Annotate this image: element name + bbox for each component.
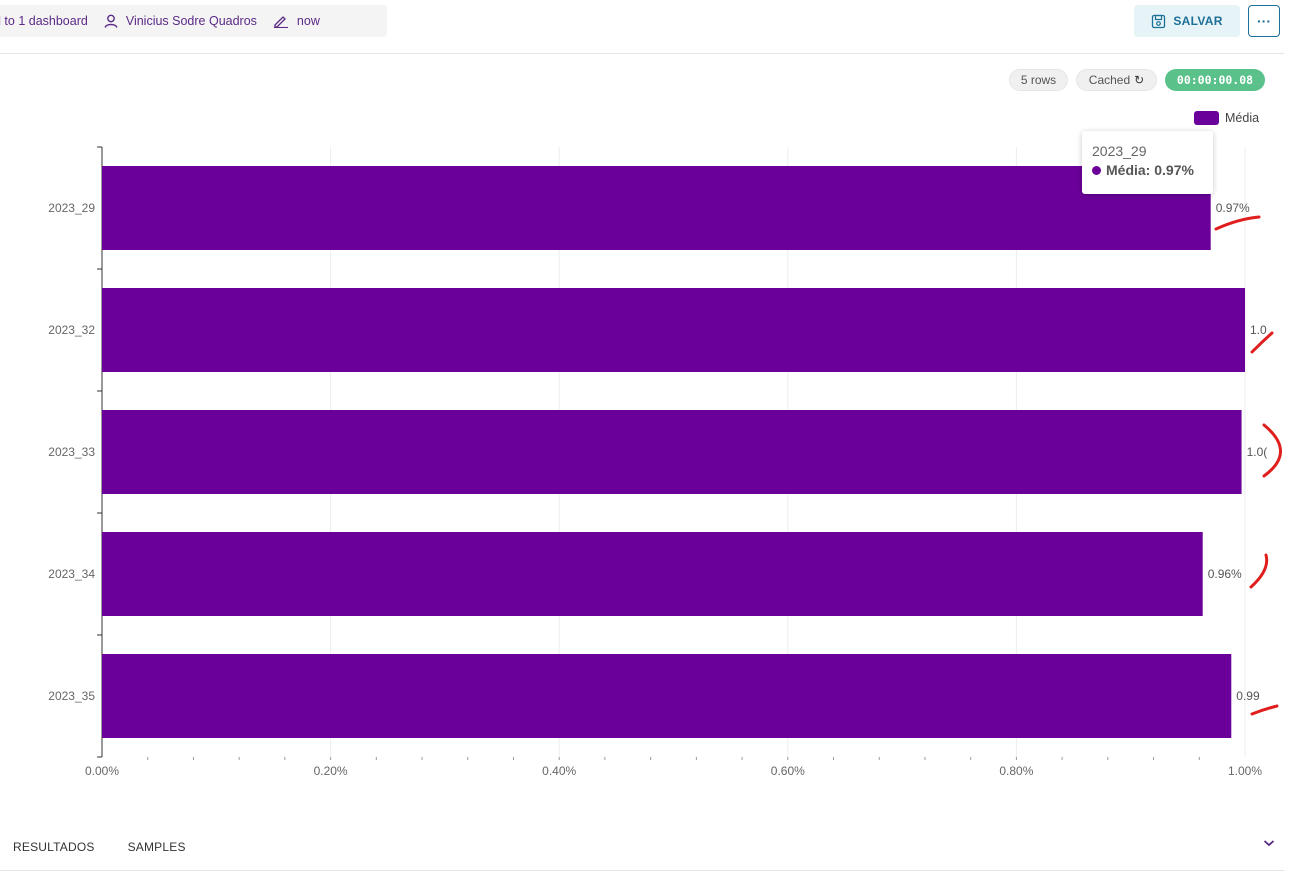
data-label: 0.97% — [1216, 201, 1250, 215]
x-tick-label: 0.60% — [771, 764, 805, 778]
refresh-icon[interactable]: ↻ — [1134, 73, 1145, 87]
annotation-mark — [1262, 423, 1282, 478]
y-tick-label: 2023_29 — [48, 201, 95, 215]
x-tick-label: 0.80% — [999, 764, 1033, 778]
owner-name: Vinicius Sodre Quadros — [125, 14, 257, 28]
tooltip-series-dot — [1092, 165, 1101, 175]
annotation-mark — [1249, 553, 1269, 589]
row-count-badge: 5 rows — [1009, 69, 1068, 91]
tooltip-row: Média: 0.97% — [1092, 162, 1213, 178]
data-label: 1.0( — [1247, 445, 1268, 459]
pencil-icon — [273, 16, 288, 28]
save-button-label: SALVAR — [1173, 14, 1223, 28]
x-tick-label: 1.00% — [1228, 764, 1262, 778]
y-tick-label: 2023_32 — [48, 323, 95, 337]
cached-badge[interactable]: Cached ↻ — [1076, 69, 1157, 91]
tab-samples[interactable]: SAMPLES — [127, 840, 186, 854]
bar-2023_32[interactable] — [102, 288, 1245, 372]
y-tick-label: 2023_34 — [48, 567, 95, 581]
dashboard-link-label: d to 1 dashboard — [0, 14, 88, 28]
bar-2023_34[interactable] — [102, 532, 1203, 616]
annotation-mark — [1250, 704, 1279, 716]
annotation-mark — [1214, 215, 1261, 231]
x-tick-label: 0.20% — [314, 764, 348, 778]
tooltip-title: 2023_29 — [1092, 143, 1147, 159]
bar-2023_35[interactable] — [102, 654, 1232, 738]
modified-time: now — [296, 14, 320, 28]
metadata-bar: d to 1 dashboard Vinicius Sodre Quadros … — [0, 5, 387, 37]
bar-2023_33[interactable] — [102, 410, 1242, 494]
save-icon — [1152, 14, 1166, 28]
owner-link[interactable]: Vinicius Sodre Quadros — [104, 14, 257, 28]
chevron-down-icon[interactable] — [1261, 835, 1277, 851]
dashboard-link[interactable]: d to 1 dashboard — [0, 14, 88, 28]
save-button[interactable]: SALVAR — [1134, 5, 1240, 37]
tabs-divider — [0, 870, 1284, 871]
annotation-mark — [1250, 331, 1274, 354]
legend-swatch — [1194, 111, 1219, 125]
chart-legend-item[interactable]: Média — [1194, 111, 1259, 125]
cached-label: Cached — [1088, 73, 1131, 87]
chart-tooltip: 2023_29 Média: 0.97% — [1082, 131, 1213, 194]
legend-label: Média — [1225, 111, 1260, 125]
y-tick-label: 2023_35 — [48, 689, 95, 703]
query-timer-label: 00:00:00.08 — [1176, 73, 1254, 87]
query-timer: 00:00:00.08 — [1165, 69, 1265, 91]
more-options-button[interactable]: ··· — [1248, 5, 1280, 37]
data-label: 0.96% — [1208, 567, 1242, 581]
tooltip-value: Média: 0.97% — [1106, 162, 1194, 178]
x-tick-label: 0.00% — [85, 764, 119, 778]
header-divider — [0, 53, 1284, 54]
y-tick-label: 2023_33 — [48, 445, 95, 459]
more-icon: ··· — [1257, 13, 1271, 29]
modified-info[interactable]: now — [273, 14, 320, 28]
data-label: 0.99 — [1236, 689, 1260, 703]
bar-2023_29[interactable] — [102, 166, 1211, 250]
tab-resultados[interactable]: RESULTADOS — [13, 840, 95, 854]
result-tabs: RESULTADOS SAMPLES — [13, 840, 219, 854]
row-count-label: 5 rows — [1020, 73, 1057, 87]
user-icon — [104, 14, 118, 28]
x-tick-label: 0.40% — [542, 764, 576, 778]
data-label: 1.0 — [1250, 323, 1267, 337]
